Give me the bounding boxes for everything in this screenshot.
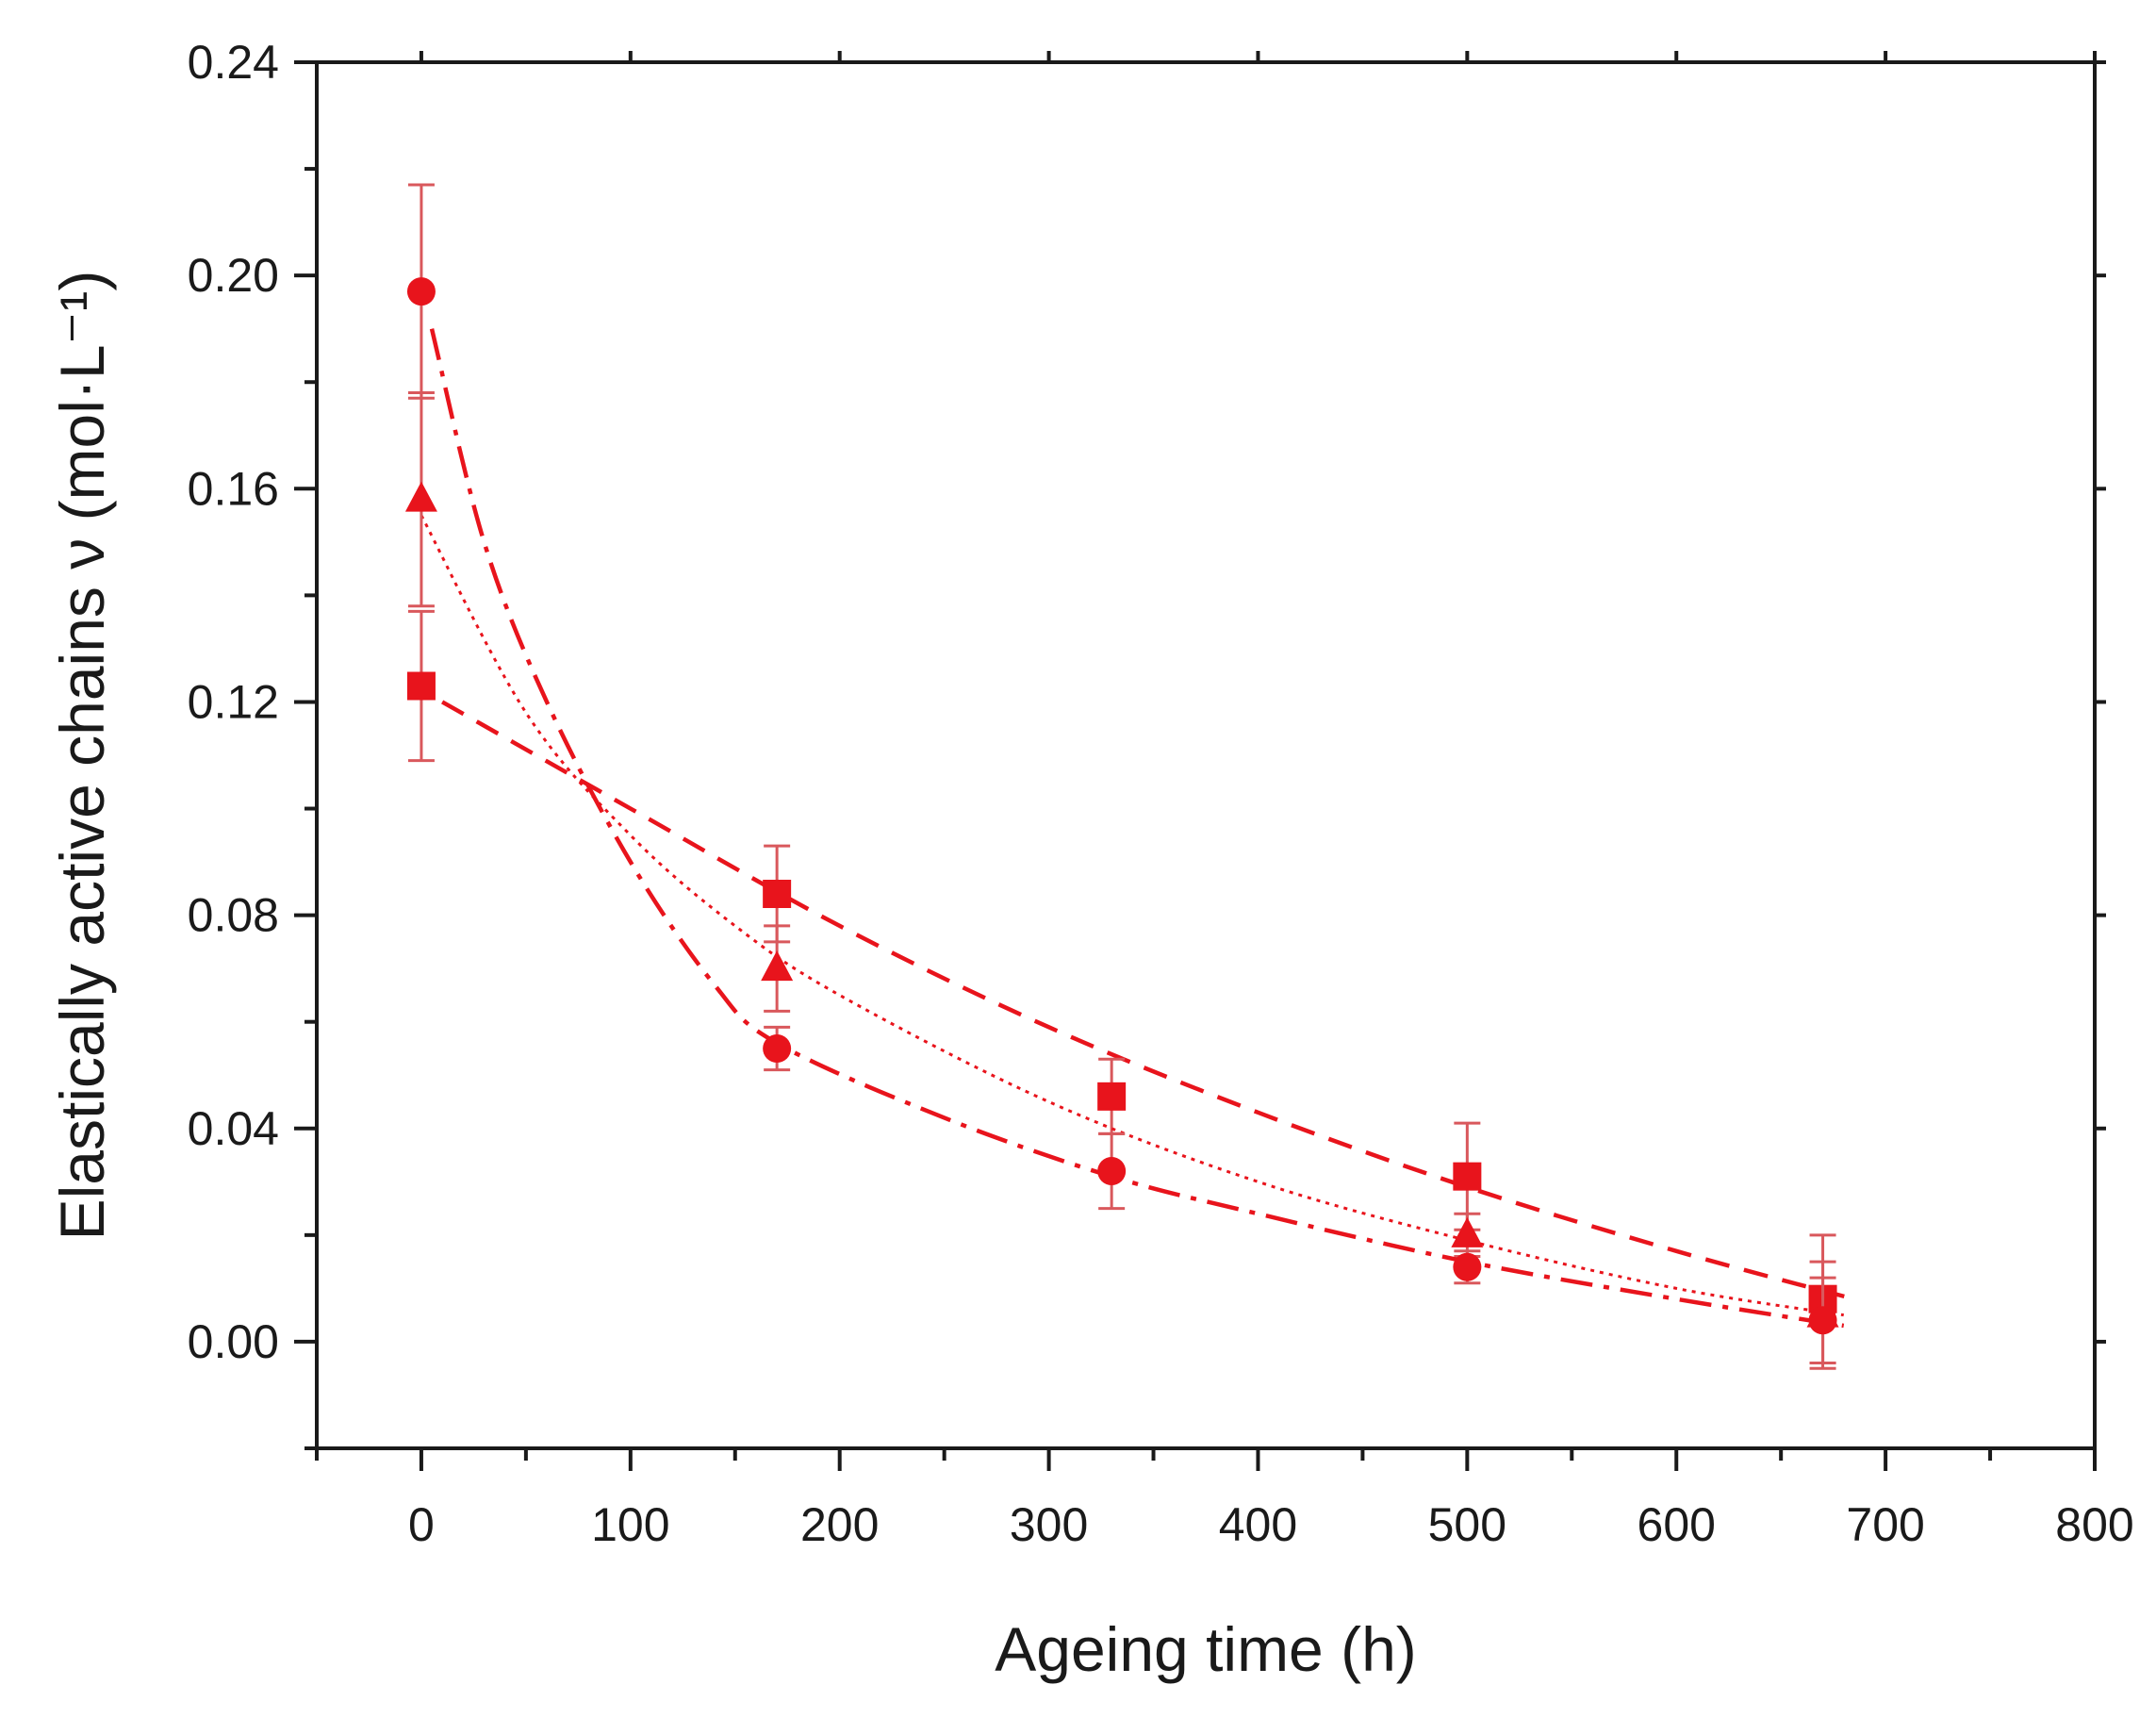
point-square (763, 880, 792, 908)
y-tick-label: 0.00 (188, 1315, 279, 1368)
x-axis-title: Ageing time (h) (995, 1614, 1417, 1684)
x-tick-label: 600 (1638, 1498, 1716, 1551)
y-tick-label: 0.24 (188, 36, 279, 89)
x-tick-label: 200 (800, 1498, 879, 1551)
point-square (406, 671, 436, 701)
x-tick-label: 300 (1010, 1498, 1088, 1551)
point-circle (1097, 1157, 1127, 1185)
x-tick-label: 100 (591, 1498, 669, 1551)
fit-curve-circle (429, 328, 1845, 1329)
point-circle (1808, 1306, 1837, 1335)
point-square (1453, 1162, 1482, 1191)
marks-layer (404, 183, 1855, 1370)
x-tick-label: 500 (1428, 1498, 1506, 1551)
ticks-layer: 0 100 200 300 400 500 600 700 800 0.00 0.04 0.08 0.1… (188, 36, 2134, 1551)
x-tick-label: 0 (408, 1498, 435, 1551)
point-circle (406, 277, 436, 306)
x-tick-label: 700 (1846, 1498, 1924, 1551)
plot-frame (315, 60, 2097, 1450)
y-tick-label: 0.08 (188, 889, 279, 942)
point-square (1097, 1082, 1127, 1111)
x-tick-label: 800 (2055, 1498, 2133, 1551)
x-tick-label: 400 (1219, 1498, 1297, 1551)
y-tick-label: 0.20 (188, 249, 279, 302)
y-tick-label: 0.12 (188, 675, 279, 728)
point-circle (763, 1033, 792, 1063)
point-circle (1453, 1252, 1482, 1281)
point-triangle (1451, 1216, 1484, 1247)
fit-curve-square (441, 700, 1855, 1301)
point-triangle (404, 481, 437, 512)
y-tick-label: 0.16 (188, 462, 279, 515)
y-axis-title: Elastically active chains ν (mol·L⁻¹) (47, 271, 117, 1241)
point-triangle (761, 950, 794, 982)
fit-curve-triangle (420, 514, 1844, 1317)
y-tick-label: 0.04 (188, 1102, 279, 1155)
